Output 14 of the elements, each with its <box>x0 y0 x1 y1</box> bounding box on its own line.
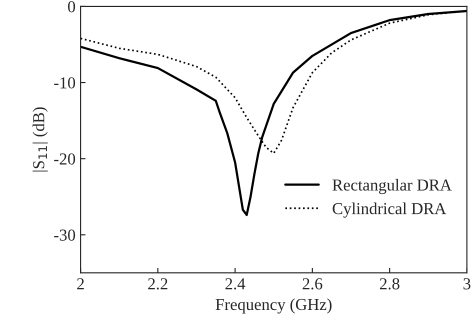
x-tick-label: 3 <box>464 278 470 290</box>
x-tick-label: 2 <box>77 278 84 290</box>
legend-label: Cylindrical DRA <box>332 202 446 218</box>
x-axis-title: Frequency (GHz) <box>216 298 332 314</box>
y-tick-label: -10 <box>54 77 76 88</box>
y-axis-title: |S$_{11}$| (dB) <box>32 107 48 172</box>
x-tick-label: 2.8 <box>380 278 400 290</box>
x-tick-label: 2.4 <box>225 278 246 290</box>
x-tick-label: 2.2 <box>148 278 168 290</box>
y-tick-label: 0 <box>68 1 76 12</box>
x-tick-label: 2.6 <box>302 278 322 290</box>
y-tick-label: -20 <box>54 153 76 165</box>
y-tick-label: -30 <box>54 229 76 241</box>
legend-label: Rectangular DRA <box>332 178 452 194</box>
